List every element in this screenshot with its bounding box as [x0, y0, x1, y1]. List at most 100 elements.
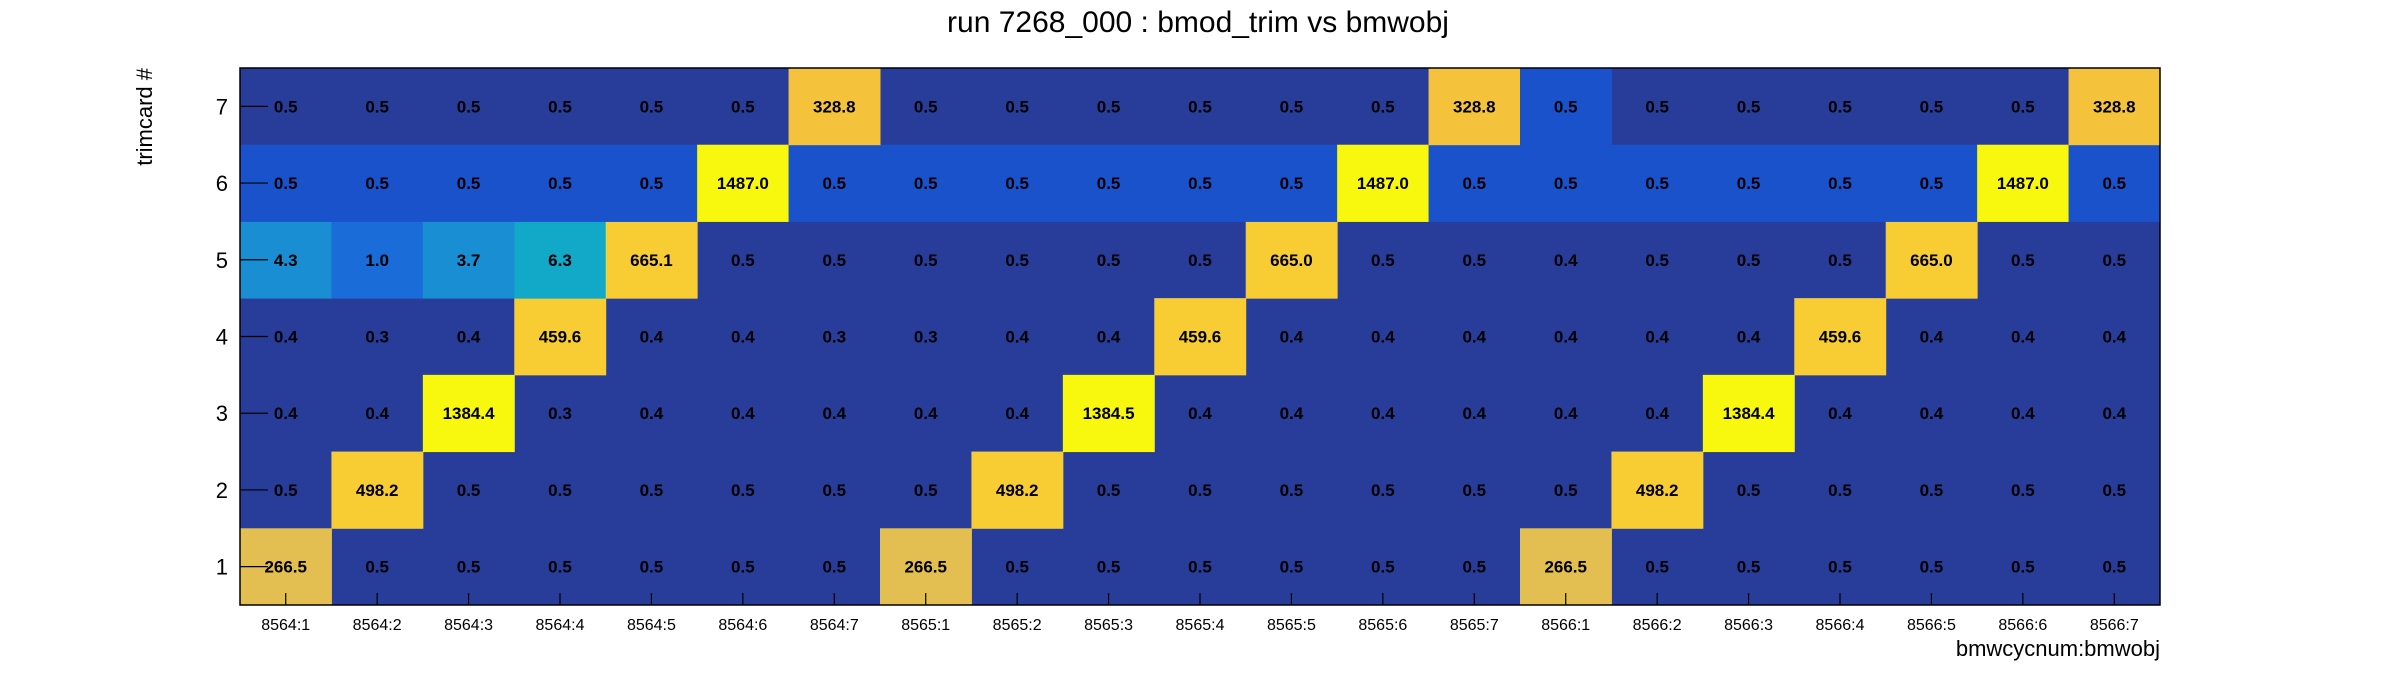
heatmap-cell — [1428, 144, 1521, 222]
cell-value-label: 0.4 — [1554, 404, 1578, 423]
heatmap-cell — [1520, 528, 1612, 606]
x-axis-label: bmwcycnum:bmwobj — [1956, 636, 2160, 661]
y-tick-label: 4 — [216, 325, 228, 350]
heatmap-cell — [1520, 144, 1612, 222]
x-tick-label: 8564:2 — [353, 617, 402, 634]
cell-value-label: 0.5 — [2102, 251, 2126, 270]
cell-value-label: 0.5 — [822, 481, 846, 500]
cell-value-label: 0.5 — [1462, 481, 1486, 500]
cell-value-label: 0.5 — [731, 251, 755, 270]
cell-value-label: 0.5 — [1188, 251, 1212, 270]
cell-value-label: 665.1 — [630, 251, 673, 270]
heatmap-cell — [422, 374, 515, 453]
cell-value-label: 0.5 — [822, 558, 846, 577]
heatmap-cell — [880, 144, 972, 222]
cell-value-label: 1487.0 — [717, 174, 769, 193]
cell-value-label: 0.5 — [548, 97, 572, 116]
cell-value-label: 0.5 — [1097, 558, 1121, 577]
cell-value-label: 0.5 — [1645, 174, 1669, 193]
cell-value-label: 0.4 — [1462, 404, 1486, 423]
cell-value-label: 0.4 — [2102, 328, 2126, 347]
cell-value-label: 0.4 — [1280, 404, 1304, 423]
cell-value-label: 0.5 — [1920, 97, 1944, 116]
cell-value-label: 0.5 — [1188, 97, 1212, 116]
cell-value-label: 4.3 — [274, 251, 298, 270]
cell-value-label: 0.4 — [1188, 404, 1212, 423]
cell-value-label: 0.5 — [640, 481, 664, 500]
cell-value-label: 3.7 — [457, 251, 481, 270]
cell-value-label: 0.5 — [1097, 481, 1121, 500]
cell-value-label: 0.4 — [1280, 328, 1304, 347]
heatmap-cell — [514, 221, 607, 299]
cell-value-label: 0.3 — [822, 328, 846, 347]
cell-value-label: 0.5 — [1645, 558, 1669, 577]
cell-value-label: 1384.5 — [1083, 404, 1135, 423]
heatmap-cell — [1977, 144, 2070, 222]
cell-value-label: 0.5 — [1097, 251, 1121, 270]
x-tick-label: 8566:6 — [1998, 617, 2047, 634]
heatmap-cell — [2068, 68, 2161, 146]
cell-value-label: 1384.4 — [443, 404, 496, 423]
cell-value-label: 0.5 — [1737, 558, 1761, 577]
heatmap-cell — [1428, 68, 1521, 146]
cell-value-label: 0.3 — [914, 328, 938, 347]
cell-value-label: 1.0 — [365, 251, 389, 270]
x-tick-label: 8566:3 — [1724, 617, 1773, 634]
cell-value-label: 0.4 — [640, 328, 664, 347]
cell-value-label: 0.5 — [731, 558, 755, 577]
x-tick-label: 8565:7 — [1450, 617, 1499, 634]
cell-value-label: 459.6 — [1179, 328, 1222, 347]
cell-value-label: 0.5 — [2102, 481, 2126, 500]
cell-value-label: 0.4 — [1645, 328, 1669, 347]
cell-value-label: 0.5 — [731, 97, 755, 116]
cell-value-label: 0.4 — [2011, 404, 2035, 423]
cell-value-label: 0.4 — [914, 404, 938, 423]
x-tick-label: 8564:3 — [444, 617, 493, 634]
cell-value-label: 0.4 — [1554, 251, 1578, 270]
heatmap-cell — [1062, 374, 1155, 453]
cell-value-label: 0.5 — [1005, 97, 1029, 116]
heatmap-cell — [331, 221, 424, 299]
cell-value-label: 0.5 — [1280, 174, 1304, 193]
x-tick-label: 8566:7 — [2090, 617, 2139, 634]
cell-value-label: 665.0 — [1270, 251, 1313, 270]
cell-value-label: 0.4 — [1828, 404, 1852, 423]
heatmap-cell — [514, 298, 607, 376]
cell-value-label: 0.5 — [731, 481, 755, 500]
cell-value-label: 0.5 — [1188, 174, 1212, 193]
cell-value-label: 0.5 — [1828, 558, 1852, 577]
heatmap-cell — [971, 144, 1064, 222]
cell-value-label: 0.5 — [1188, 481, 1212, 500]
cell-value-label: 0.5 — [548, 174, 572, 193]
cell-value-label: 0.5 — [1645, 97, 1669, 116]
x-tick-label: 8565:4 — [1176, 617, 1225, 634]
heatmap-cell — [1885, 221, 1978, 299]
cell-value-label: 328.8 — [1453, 97, 1496, 116]
cell-value-label: 0.3 — [548, 404, 572, 423]
cell-value-label: 0.4 — [1005, 328, 1029, 347]
cell-value-label: 0.5 — [914, 174, 938, 193]
cell-value-label: 0.5 — [1828, 481, 1852, 500]
heatmap-cell — [1520, 68, 1612, 146]
cell-value-label: 0.4 — [2011, 328, 2035, 347]
axes: 8564:1 8564:2 8564:3 8564:4 8564:5 8564:6 8564… — [216, 67, 2161, 634]
cell-value-label: 0.5 — [1554, 174, 1578, 193]
heatmap-cell — [788, 68, 881, 146]
cell-value-label: 0.5 — [1097, 97, 1121, 116]
cell-value-label: 0.5 — [274, 481, 298, 500]
cell-value-label: 0.5 — [1371, 481, 1395, 500]
heatmap-cell — [1245, 221, 1338, 299]
cell-value-label: 328.8 — [2093, 97, 2136, 116]
heatmap-cell — [2068, 144, 2161, 222]
x-tick-label: 8565:2 — [993, 617, 1042, 634]
cell-value-label: 0.5 — [2102, 174, 2126, 193]
x-tick-label: 8564:5 — [627, 617, 676, 634]
cell-value-label: 1487.0 — [1357, 174, 1409, 193]
cell-value-label: 0.4 — [274, 328, 298, 347]
heatmap-cell — [697, 144, 790, 222]
y-tick-label: 3 — [216, 401, 228, 426]
heatmap-cell — [1702, 374, 1795, 453]
cell-value-label: 0.4 — [1371, 328, 1395, 347]
cell-value-label: 0.5 — [1645, 251, 1669, 270]
cell-value-label: 665.0 — [1910, 251, 1953, 270]
